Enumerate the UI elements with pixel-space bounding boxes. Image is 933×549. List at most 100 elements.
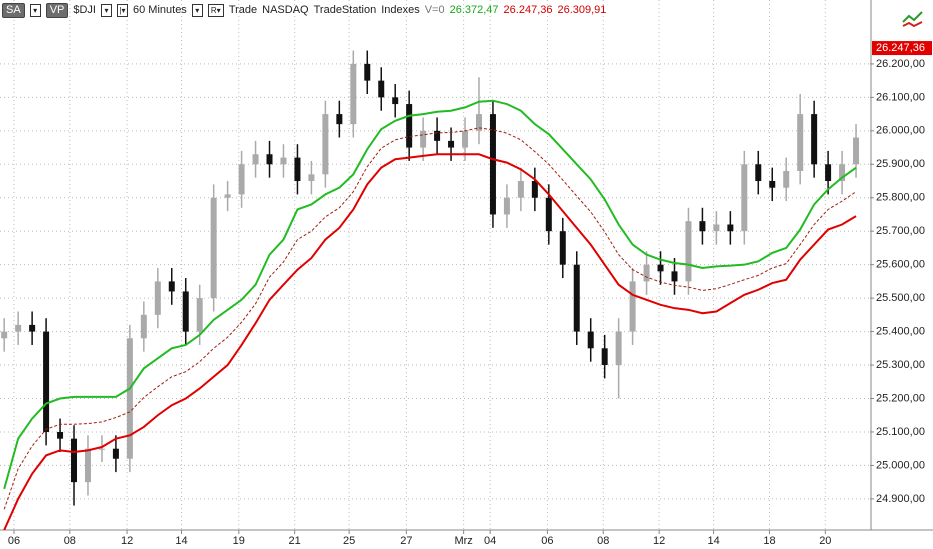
candle-body [392, 97, 399, 105]
dropdown[interactable]: |▾ [117, 3, 128, 17]
candle-body [210, 197, 217, 299]
dropdown[interactable]: ▾ [101, 3, 112, 17]
y-tick-label: 25.900,00 [876, 158, 925, 170]
x-tick-label: 14 [175, 535, 187, 547]
x-tick-label: 18 [763, 535, 775, 547]
y-tick-label: 25.700,00 [876, 225, 925, 237]
candle-body [629, 281, 636, 332]
last-price-label: 26.247,36 [876, 42, 925, 54]
source: TradeStation [313, 4, 377, 16]
candle-body [140, 314, 147, 339]
candle-body [84, 448, 91, 483]
candle-body [322, 114, 329, 175]
candle-body [783, 170, 790, 188]
y-tick-label: 25.400,00 [876, 325, 925, 337]
toolbar: SA ▾ VP $DJI ▾ |▾ 60 Minutes ▾ R▾ Trade … [2, 2, 606, 18]
candle-body [224, 194, 231, 198]
candle-body [839, 164, 846, 182]
candle-body [559, 231, 566, 265]
candle-body [420, 130, 427, 148]
volume: V=0 [424, 4, 445, 16]
candle-body [769, 181, 776, 188]
candle-body [503, 197, 510, 215]
x-tick-label: 04 [484, 535, 496, 547]
x-tick-label: 20 [819, 535, 831, 547]
y-tick-label: 25.100,00 [876, 426, 925, 438]
candle-body [475, 114, 482, 131]
quote-high: 26.372,47 [449, 4, 499, 16]
quote-last: 26.247,36 [503, 4, 553, 16]
candle-body [364, 63, 371, 81]
mode: Trade [228, 4, 258, 16]
y-tick-label: 25.300,00 [876, 359, 925, 371]
candle-body [308, 174, 315, 182]
toolbar-icon[interactable] [902, 11, 923, 28]
y-tick-label: 25.600,00 [876, 259, 925, 271]
candle-body [15, 324, 22, 332]
y-tick-label: 24.900,00 [876, 493, 925, 505]
dropdown[interactable]: R▾ [207, 3, 224, 17]
candle-body [517, 181, 524, 198]
candle-body [434, 130, 441, 141]
icon-down [902, 21, 923, 28]
x-tick-label: 06 [541, 535, 553, 547]
band-line [3, 153, 857, 531]
candle-body [811, 114, 818, 165]
candle-body [853, 137, 860, 165]
candle-body [1, 331, 8, 339]
candle-body [294, 157, 301, 182]
x-tick-label: 06 [8, 535, 20, 547]
x-tick-label: 25 [343, 535, 355, 547]
candle-body [29, 324, 36, 332]
x-tick-label: 27 [400, 535, 412, 547]
candle-body [280, 157, 287, 165]
candle-body [462, 130, 469, 148]
candle-body [112, 448, 119, 459]
exchange: NASDAQ [262, 4, 309, 16]
candle-body [741, 164, 748, 232]
candle-body [587, 331, 594, 349]
x-tick-label: 12 [653, 535, 665, 547]
candle-body [168, 281, 175, 292]
candle-body [755, 164, 762, 182]
candle-body [531, 181, 538, 198]
vp-button[interactable]: VP [45, 2, 69, 18]
dropdown[interactable]: ▾ [191, 3, 203, 17]
candle-body [98, 448, 105, 450]
candle-body [182, 291, 189, 332]
y-tick-label: 26.200,00 [876, 58, 925, 70]
candle-body [252, 154, 259, 165]
candle-body [797, 114, 804, 171]
candle-body [238, 164, 245, 195]
x-tick-label: 19 [233, 535, 245, 547]
candle-body [825, 164, 832, 182]
candle-body [266, 154, 273, 165]
band-line [3, 127, 857, 510]
candle-body [336, 114, 343, 125]
y-tick-label: 26.100,00 [876, 91, 925, 103]
x-tick-label: 21 [289, 535, 301, 547]
candle-body [699, 221, 706, 232]
candle-body [489, 114, 496, 215]
candle-body [71, 438, 78, 483]
candle-body [57, 431, 64, 439]
category: Indexes [381, 4, 420, 16]
dropdown[interactable]: ▾ [29, 3, 41, 17]
icon-up [902, 11, 923, 23]
x-tick-label: 08 [597, 535, 609, 547]
quote-avg: 26.309,91 [557, 4, 607, 16]
y-tick-label: 25.800,00 [876, 192, 925, 204]
band-line [3, 99, 857, 490]
candle-body [615, 331, 622, 366]
y-tick-label: 25.200,00 [876, 392, 925, 404]
candle-body [448, 140, 455, 148]
sa-button[interactable]: SA [2, 2, 25, 18]
x-tick-label: 08 [64, 535, 76, 547]
candle-body [573, 264, 580, 332]
candle-body [713, 224, 720, 232]
candle-body [196, 298, 203, 332]
candle-body [545, 197, 552, 232]
candle-body [671, 271, 678, 282]
